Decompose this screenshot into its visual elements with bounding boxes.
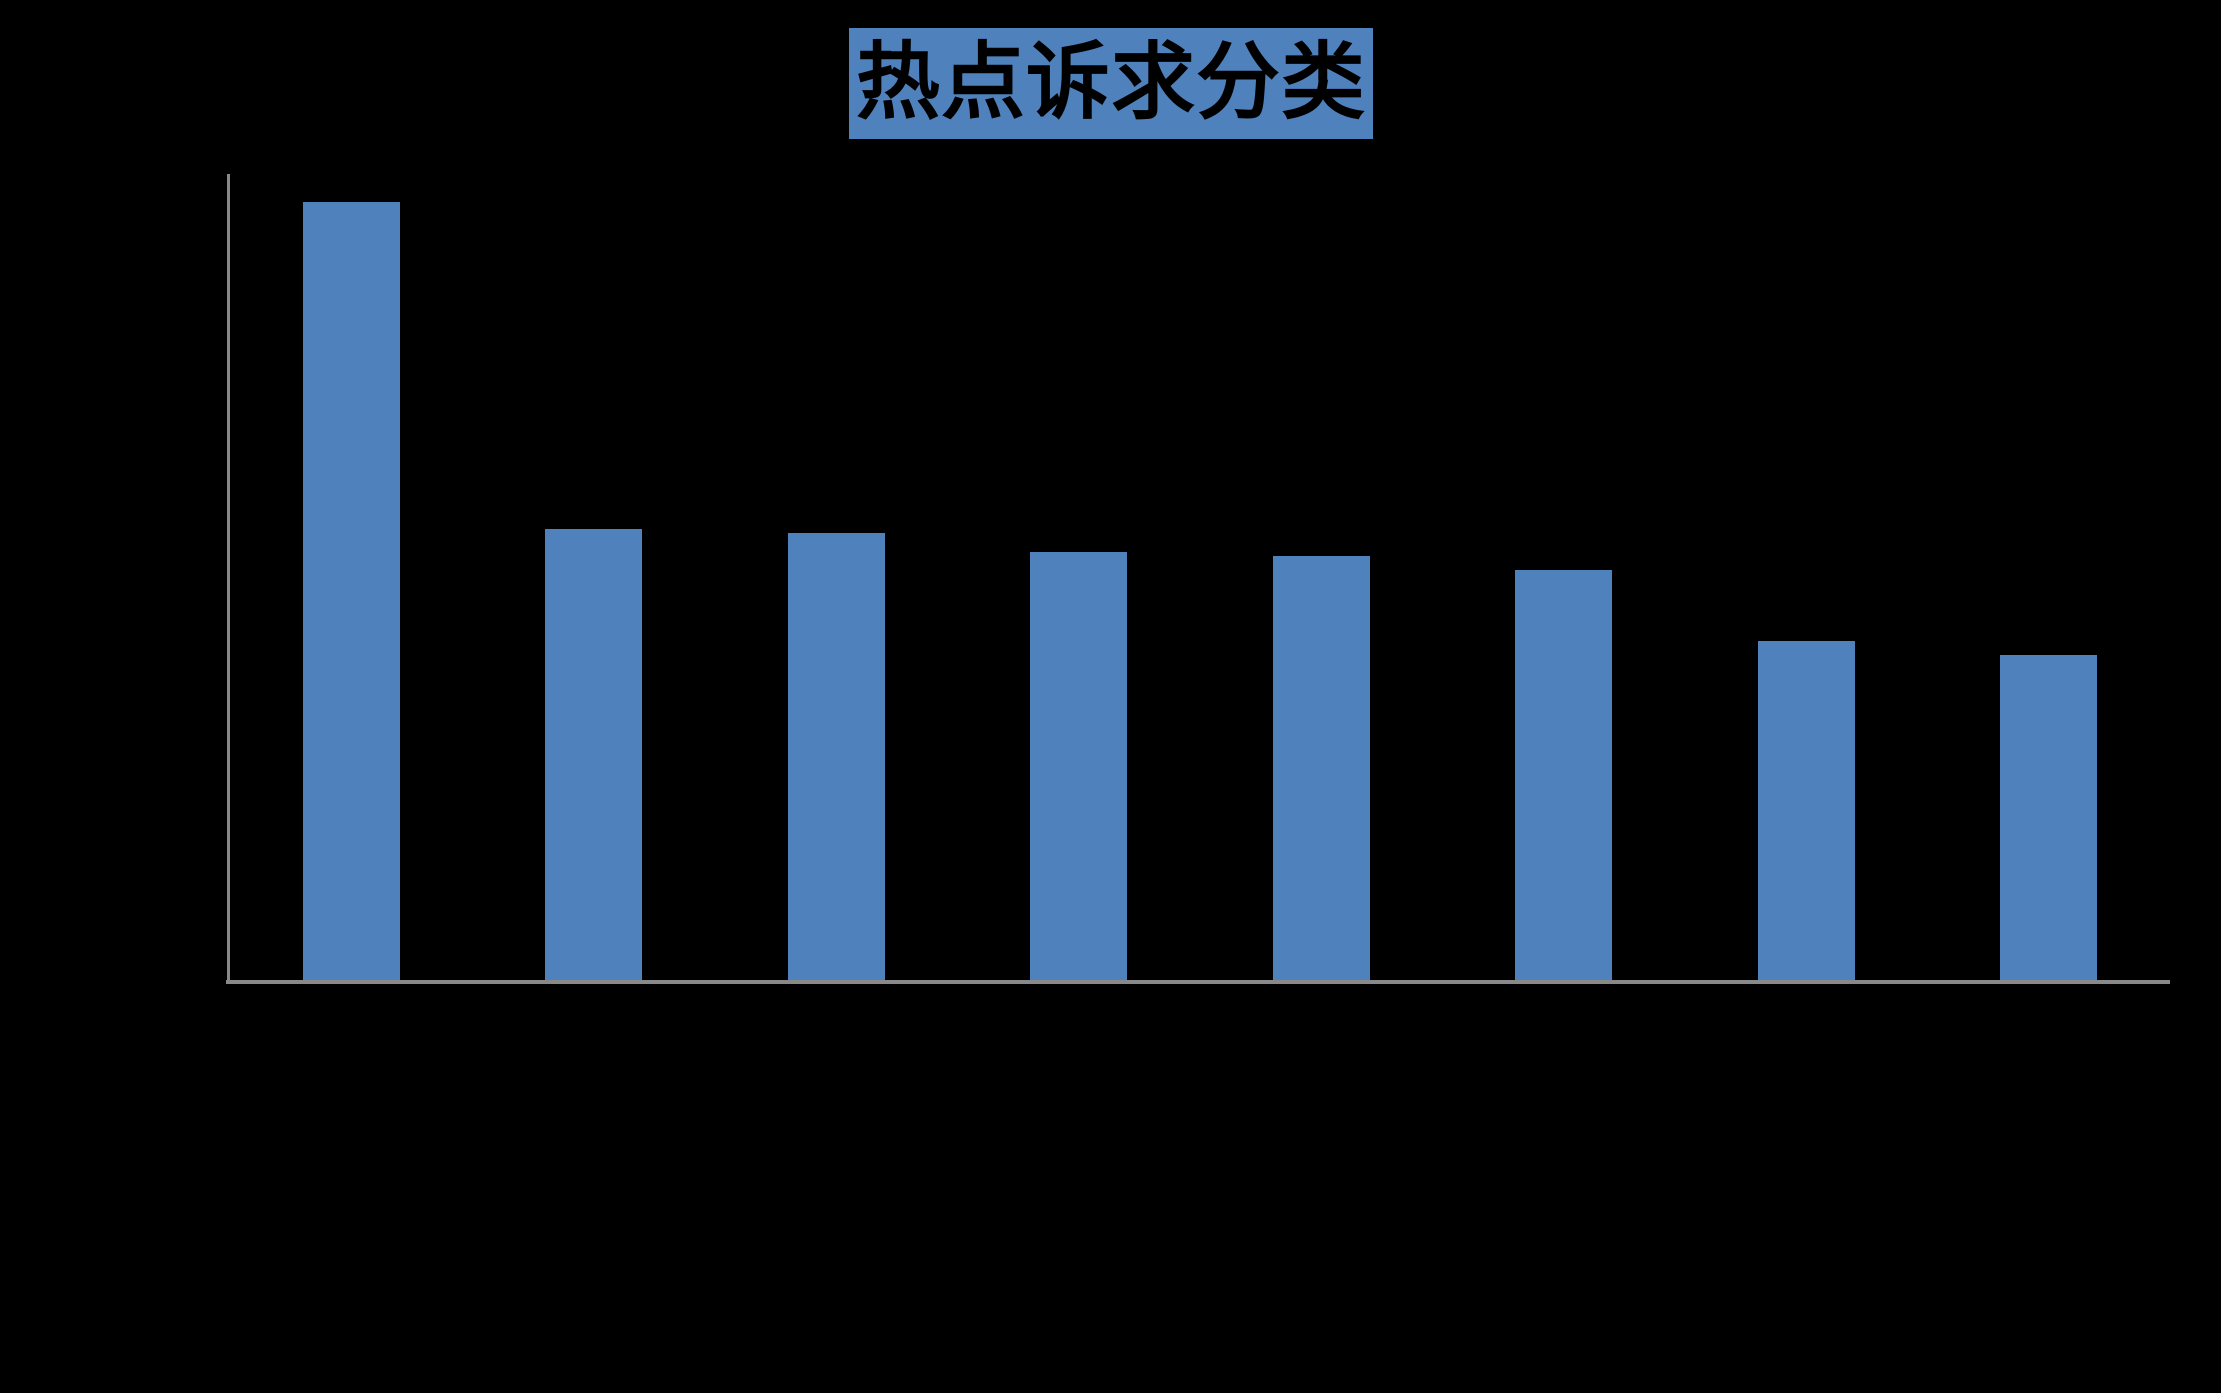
bar [545,529,642,980]
y-axis-line [227,174,230,983]
x-axis-line [226,980,2170,984]
bar [1030,552,1127,980]
bar [1515,570,1612,980]
bar [1758,641,1855,980]
bar [2000,655,2097,980]
bar [303,202,400,980]
bar [1273,556,1370,980]
bar [788,533,885,980]
chart-title: 热点诉求分类 [849,28,1373,139]
